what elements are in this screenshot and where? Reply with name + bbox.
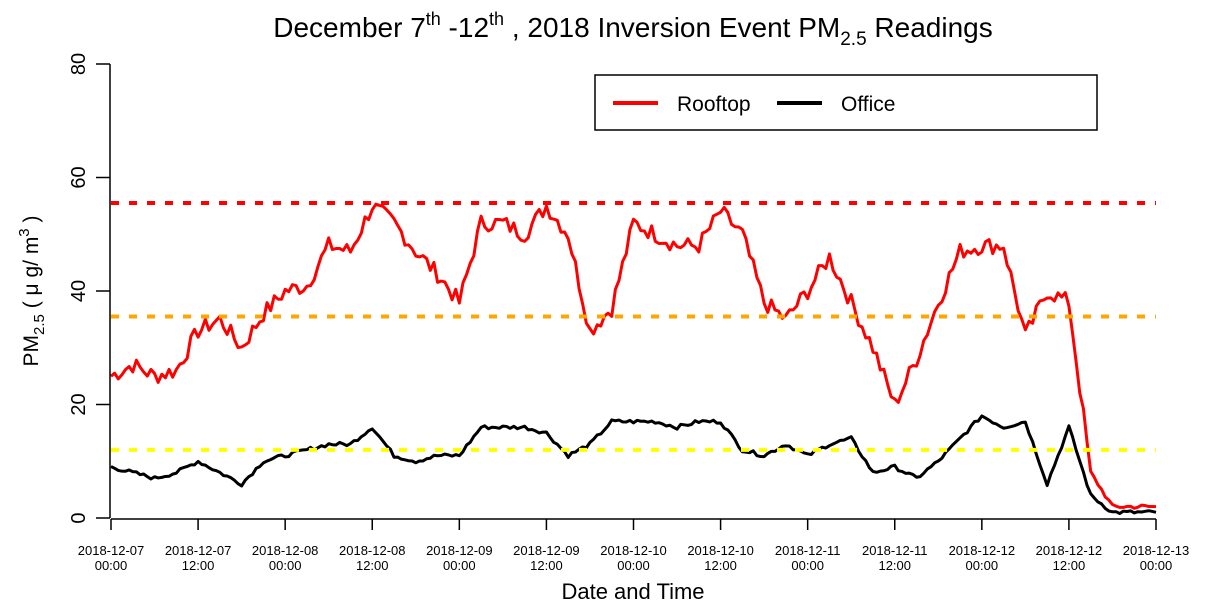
x-tick-label-date: 2018-12-07 (78, 543, 145, 558)
x-axis-label: Date and Time (561, 579, 704, 604)
x-tick-label-time: 12:00 (182, 558, 215, 573)
plot-area (110, 201, 1157, 516)
legend: Rooftop Office (594, 74, 1098, 131)
x-tick-label-date: 2018-12-12 (949, 543, 1016, 558)
x-tick-label-date: 2018-12-10 (687, 543, 754, 558)
chart-title: December 7th -12th , 2018 Inversion Even… (273, 9, 993, 50)
x-tick-label-time: 00:00 (791, 558, 824, 573)
series-line-rooftop (110, 202, 1157, 510)
x-tick-label-date: 2018-12-11 (862, 543, 928, 558)
legend-label-rooftop: Rooftop (677, 93, 751, 116)
x-tick-label-date: 2018-12-08 (339, 543, 406, 558)
y-tick-label: 0 (68, 512, 90, 523)
legend-label-office: Office (841, 93, 895, 116)
axes: 0204060802018-12-0700:002018-12-0712:002… (68, 53, 1189, 573)
x-tick-label-date: 2018-12-13 (1123, 543, 1190, 558)
x-tick-label-time: 12:00 (878, 558, 911, 573)
y-tick-label: 60 (68, 166, 90, 188)
y-tick-label: 40 (68, 280, 90, 302)
x-tick-label-date: 2018-12-09 (426, 543, 493, 558)
series-line-office (110, 414, 1157, 516)
x-tick-label-time: 00:00 (95, 558, 128, 573)
x-tick-label-date: 2018-12-08 (252, 543, 319, 558)
x-tick-label-time: 12:00 (1053, 558, 1086, 573)
x-tick-label-time: 00:00 (966, 558, 999, 573)
x-tick-label-date: 2018-12-11 (775, 543, 841, 558)
y-tick-label: 80 (68, 53, 90, 75)
legend-box (594, 74, 1098, 131)
x-tick-label-time: 00:00 (443, 558, 476, 573)
x-tick-label-time: 12:00 (704, 558, 737, 573)
x-tick-label-date: 2018-12-10 (600, 543, 667, 558)
x-tick-label-date: 2018-12-09 (513, 543, 580, 558)
x-tick-label-date: 2018-12-07 (165, 543, 232, 558)
x-tick-label-time: 12:00 (530, 558, 563, 573)
x-tick-label-time: 12:00 (356, 558, 389, 573)
x-tick-label-time: 00:00 (1140, 558, 1173, 573)
x-tick-label-date: 2018-12-12 (1036, 543, 1103, 558)
y-axis-label: PM2.5 ( μ g/ m3 ) (16, 216, 48, 367)
x-tick-label-time: 00:00 (269, 558, 302, 573)
x-tick-label-time: 00:00 (617, 558, 650, 573)
y-tick-label: 20 (68, 393, 90, 415)
